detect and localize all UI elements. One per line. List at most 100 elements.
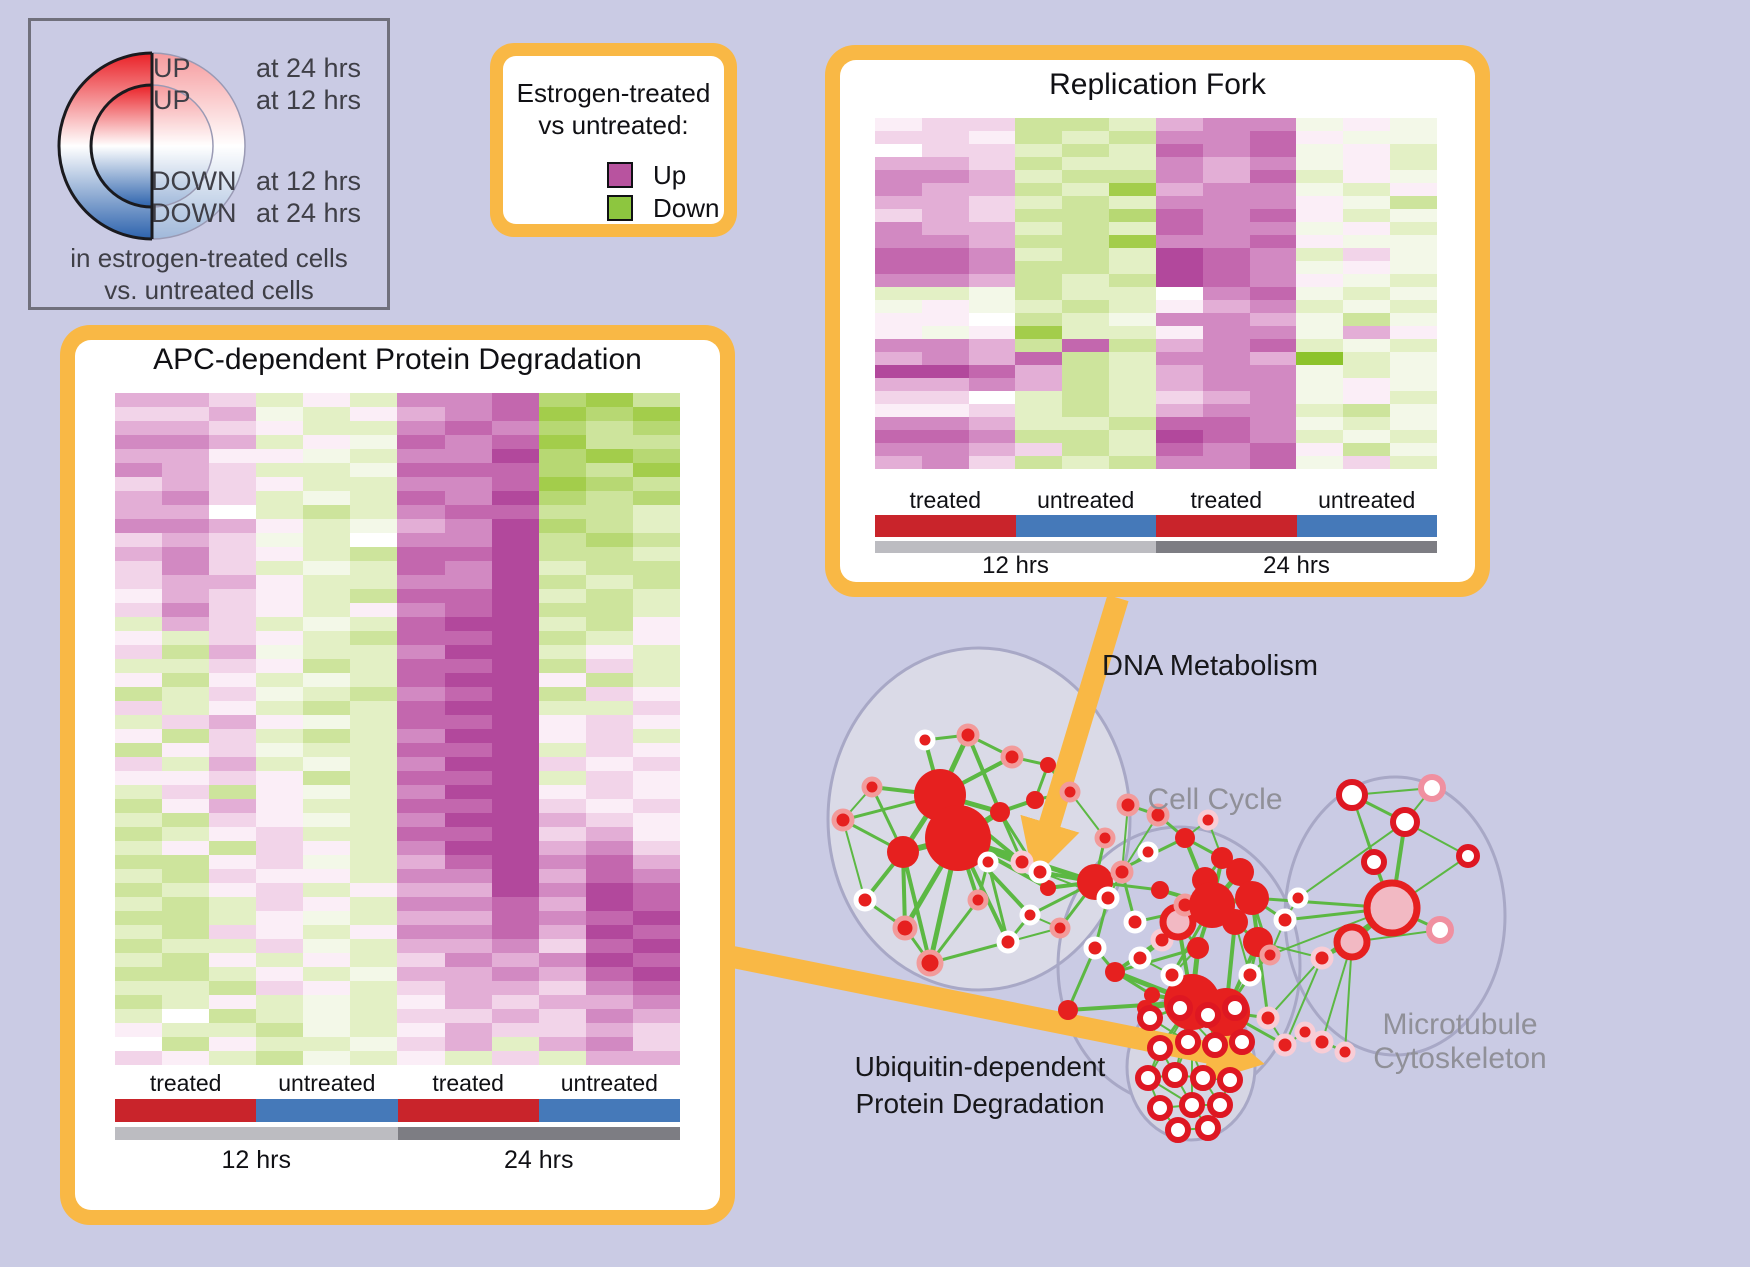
gene-node [1287,887,1309,909]
gene-node [1096,886,1120,910]
gene-node [914,729,936,751]
gene-node [1195,1115,1221,1141]
gene-node [1137,1005,1163,1031]
gene-node [1077,864,1113,900]
gene-node [1000,745,1024,769]
cell-cycle-label: Cell Cycle [1147,783,1283,816]
gene-node [1243,927,1273,957]
gene-node [831,808,855,832]
info-caption-line2: vs. untreated cells [104,275,314,305]
gene-node [1456,844,1480,868]
up-label: Up [653,160,687,190]
gene-node [1105,962,1125,982]
gene-node [1333,923,1371,961]
gene-node [1273,908,1297,932]
gene-node [853,888,877,912]
gene-node [1390,807,1420,837]
gene-node [1026,791,1044,809]
gene-node [1217,1067,1243,1093]
rf-24hrs-label: 24 hrs [1263,552,1330,579]
gene-node [1229,1029,1255,1055]
gene-node [1147,1035,1173,1061]
gene-node [1164,974,1220,1030]
down-color-swatch [607,195,633,221]
gene-node [1294,1021,1316,1043]
apc-group-treated-2: treated [432,1070,504,1096]
down-label: Down [653,193,720,223]
gene-node [1187,937,1209,959]
rf-group-untreated-2: untreated [1318,487,1416,513]
apc-heatmap [115,393,680,1065]
apc-group-labels: treated untreated treated untreated [115,1070,680,1097]
gene-node [1165,1117,1191,1143]
gene-node [1426,916,1454,944]
gene-node [1336,779,1368,811]
bottom-margin [0,1267,1750,1279]
gene-node [1175,828,1195,848]
updown-legend-box [28,18,390,310]
down-12-dir: DOWN [151,166,237,196]
gene-node [1137,841,1159,863]
gene-node [1273,1033,1297,1057]
gene-node [1083,936,1107,960]
gene-node [1137,1000,1153,1016]
gene-node [1144,987,1160,1003]
gene-node [1147,1095,1173,1121]
up-12-time: at 12 hrs [256,85,362,115]
gene-node [1173,893,1197,917]
apc-group-untreated-2: untreated [560,1070,658,1096]
apc-12hrs-label: 12 hrs [221,1146,291,1174]
microtubule-label-line1: Microtubule [1382,1008,1538,1041]
gene-node [1160,963,1184,987]
gene-node [1192,867,1218,893]
gene-node [1226,858,1254,886]
gene-node [1235,881,1269,915]
gene-node [1418,774,1446,802]
apc-treatment-colorbar [115,1099,680,1122]
microtubule-label-line2: Cytoskeleton [1373,1042,1547,1075]
gene-node [1207,1092,1233,1118]
rf-group-labels: treated untreated treated untreated [875,487,1437,514]
down-24-dir: DOWN [151,198,237,228]
gene-node [1019,904,1041,926]
gene-node [1256,1006,1280,1030]
gene-node [914,769,966,821]
estrogen-legend-title2: vs untreated: [538,110,689,140]
rf-group-treated-2: treated [1190,487,1263,513]
gene-node [1190,1065,1216,1091]
apc-panel-title: APC-dependent Protein Degradation [153,343,642,376]
gene-node [1151,881,1169,899]
apc-time-labels: 12 hrs 24 hrs [115,1146,680,1175]
rf-treatment-colorbar [875,515,1437,537]
gene-node [1202,1032,1228,1058]
gene-node [1179,1092,1205,1118]
apc-time-colorbar [115,1127,680,1140]
gene-node [1135,1065,1161,1091]
gene-node [1222,909,1248,935]
down-24-time: at 24 hrs [256,198,362,228]
gene-node [1059,781,1081,803]
gene-node [1310,1030,1334,1054]
cluster-dna-metabolism [826,646,1132,992]
gene-node [1211,847,1233,869]
dna-metabolism-label: DNA Metabolism [1102,650,1318,682]
gene-node [990,802,1010,822]
ubiquitin-label-line2: Protein Degradation [855,1088,1105,1119]
replication-fork-title: Replication Fork [1049,68,1266,101]
replication-fork-heatmap [875,118,1437,469]
gene-node [1049,917,1071,939]
gene-node [996,930,1020,954]
gene-node [1222,995,1248,1021]
ubiquitin-label: Ubiquitin-dependent Protein Degradation [830,1048,1130,1122]
gene-node [1094,827,1116,849]
rf-12hrs-label: 12 hrs [982,552,1049,579]
rf-time-labels: 12 hrs 24 hrs [875,552,1437,580]
microtubule-label: Microtubule Cytoskeleton [1340,1008,1580,1076]
gene-node [925,805,991,871]
rf-group-untreated-1: untreated [1037,487,1135,513]
gene-node [1202,988,1250,1036]
gene-node [916,949,944,977]
gene-node [956,723,980,747]
rf-group-treated-1: treated [909,487,982,513]
